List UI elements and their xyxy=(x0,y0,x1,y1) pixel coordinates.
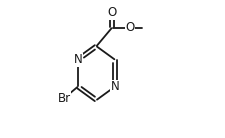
Text: N: N xyxy=(110,80,119,93)
Text: O: O xyxy=(125,21,134,34)
Text: N: N xyxy=(73,53,82,66)
Text: O: O xyxy=(107,6,116,19)
Text: Br: Br xyxy=(57,92,70,105)
